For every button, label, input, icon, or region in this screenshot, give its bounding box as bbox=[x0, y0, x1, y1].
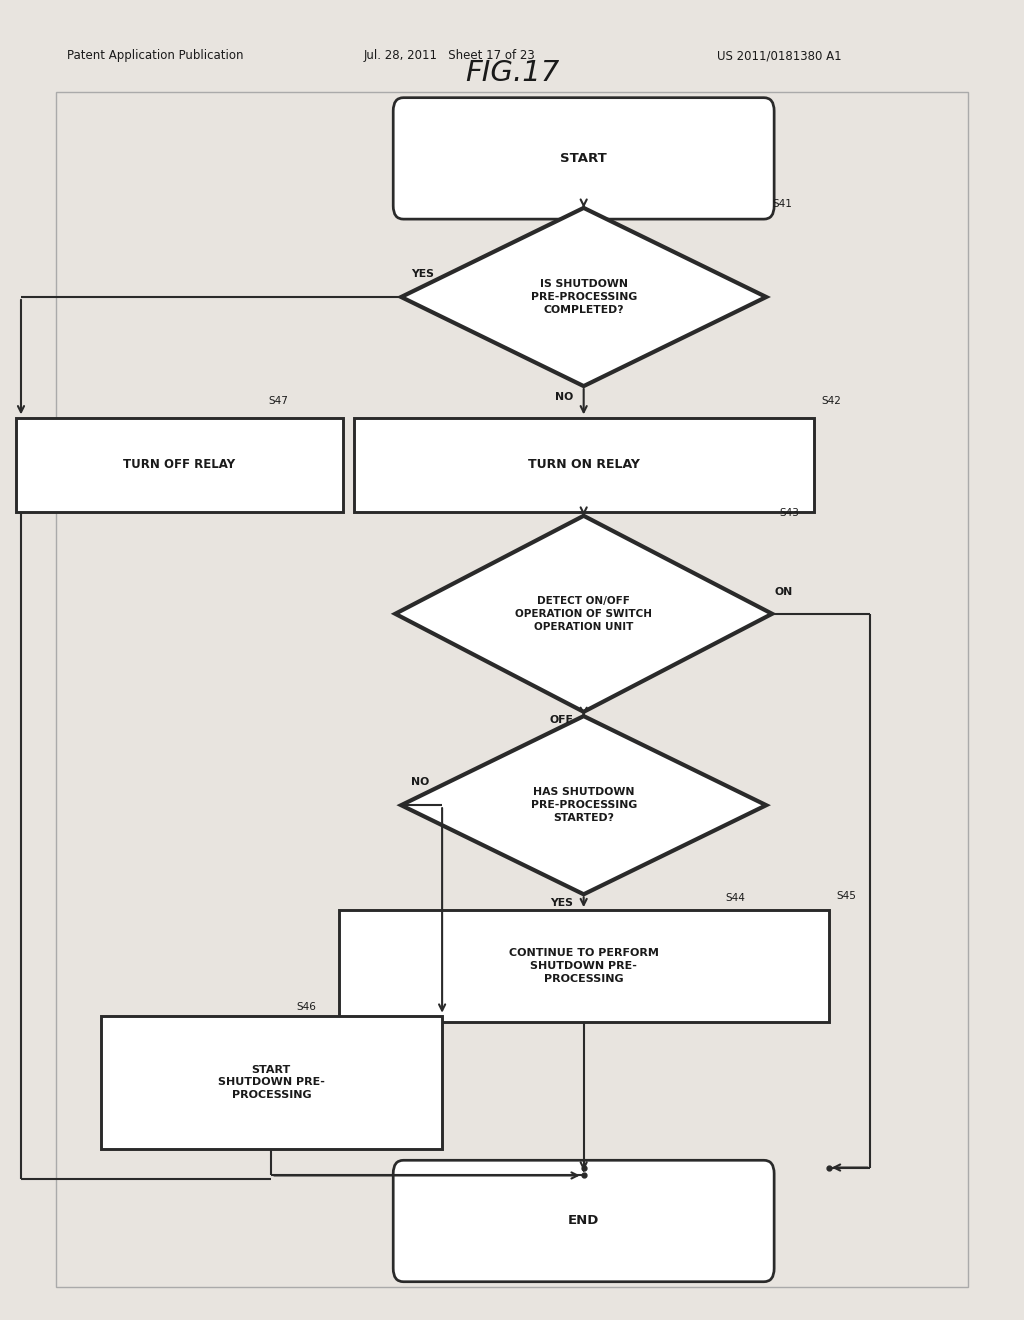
Bar bbox=[15, 417, 342, 512]
Bar bbox=[353, 417, 814, 512]
Text: IS SHUTDOWN
PRE-PROCESSING
COMPLETED?: IS SHUTDOWN PRE-PROCESSING COMPLETED? bbox=[530, 280, 637, 314]
FancyBboxPatch shape bbox=[393, 1160, 774, 1282]
Text: YES: YES bbox=[551, 898, 573, 908]
Text: YES: YES bbox=[412, 268, 434, 279]
Text: START: START bbox=[560, 152, 607, 165]
Text: CONTINUE TO PERFORM
SHUTDOWN PRE-
PROCESSING: CONTINUE TO PERFORM SHUTDOWN PRE- PROCES… bbox=[509, 949, 658, 983]
Polygon shape bbox=[395, 516, 772, 711]
Bar bbox=[100, 1015, 442, 1150]
Text: S43: S43 bbox=[779, 508, 799, 517]
Text: S42: S42 bbox=[821, 396, 841, 405]
Text: HAS SHUTDOWN
PRE-PROCESSING
STARTED?: HAS SHUTDOWN PRE-PROCESSING STARTED? bbox=[530, 788, 637, 822]
Text: Jul. 28, 2011   Sheet 17 of 23: Jul. 28, 2011 Sheet 17 of 23 bbox=[364, 49, 536, 62]
Text: OFF: OFF bbox=[550, 715, 573, 725]
Bar bbox=[339, 909, 828, 1023]
Text: TURN OFF RELAY: TURN OFF RELAY bbox=[123, 458, 236, 471]
Text: DETECT ON/OFF
OPERATION OF SWITCH
OPERATION UNIT: DETECT ON/OFF OPERATION OF SWITCH OPERAT… bbox=[515, 597, 652, 631]
Text: US 2011/0181380 A1: US 2011/0181380 A1 bbox=[717, 49, 842, 62]
Text: NO: NO bbox=[555, 392, 573, 403]
FancyBboxPatch shape bbox=[393, 98, 774, 219]
Text: FIG.17: FIG.17 bbox=[465, 58, 559, 87]
Text: START
SHUTDOWN PRE-
PROCESSING: START SHUTDOWN PRE- PROCESSING bbox=[218, 1065, 325, 1100]
Text: S46: S46 bbox=[296, 1002, 315, 1011]
Polygon shape bbox=[401, 207, 766, 385]
Text: Patent Application Publication: Patent Application Publication bbox=[67, 49, 243, 62]
Polygon shape bbox=[401, 715, 766, 895]
Text: ON: ON bbox=[774, 586, 793, 597]
Text: S41: S41 bbox=[772, 199, 792, 210]
Text: TURN ON RELAY: TURN ON RELAY bbox=[527, 458, 640, 471]
Text: NO: NO bbox=[412, 776, 430, 787]
Bar bbox=[56, 92, 968, 1287]
Text: END: END bbox=[568, 1214, 599, 1228]
Text: S45: S45 bbox=[836, 891, 856, 902]
Text: S44: S44 bbox=[725, 892, 744, 903]
Text: S47: S47 bbox=[268, 396, 288, 405]
